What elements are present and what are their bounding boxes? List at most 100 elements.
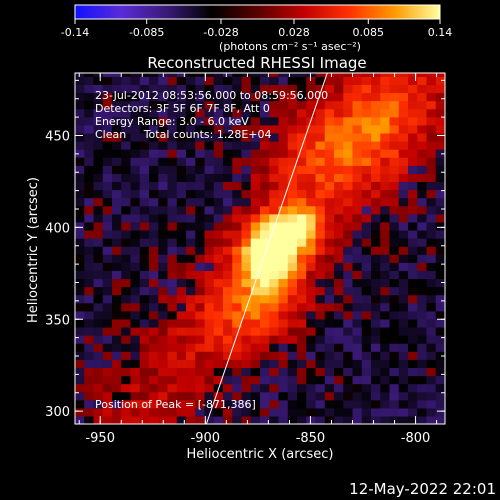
heatmap-cell	[417, 124, 428, 134]
heatmap-cell	[195, 335, 206, 344]
heatmap-cell	[186, 351, 196, 360]
heatmap-cell	[121, 310, 132, 320]
heatmap-cell	[195, 343, 206, 352]
heatmap-cell	[380, 415, 391, 424]
heatmap-cell	[343, 108, 354, 118]
heatmap-cell	[380, 359, 391, 368]
heatmap-cell	[426, 302, 437, 312]
heatmap-cell	[167, 221, 178, 231]
heatmap-cell	[306, 149, 317, 158]
heatmap-cell	[398, 205, 409, 215]
heatmap-cell	[371, 335, 381, 344]
heatmap-cell	[389, 108, 400, 118]
heatmap-cell	[121, 335, 132, 344]
heatmap-cell	[435, 213, 445, 223]
heatmap-cell	[93, 197, 104, 207]
heatmap-cell	[380, 100, 391, 110]
heatmap-cell	[445, 117, 455, 126]
heatmap-cell	[269, 173, 280, 183]
heatmap-cell	[287, 157, 298, 166]
heatmap-cell	[278, 318, 289, 328]
heatmap-cell	[306, 391, 317, 401]
heatmap-cell	[84, 399, 95, 409]
heatmap-cell	[84, 173, 95, 183]
heatmap-cell	[84, 318, 95, 328]
heatmap-cell	[204, 140, 215, 150]
heatmap-cell	[426, 391, 437, 401]
heatmap-cell	[334, 84, 344, 94]
heatmap-cell	[195, 310, 206, 320]
heatmap-cell	[435, 302, 445, 312]
heatmap-cell	[186, 205, 196, 215]
heatmap-cell	[435, 108, 445, 118]
colorbar-unit-label: (photons cm⁻² s⁻¹ asec⁻²)	[219, 40, 361, 53]
heatmap-cell	[102, 335, 113, 344]
heatmap-cell	[306, 132, 317, 142]
heatmap-cell	[195, 157, 206, 166]
heatmap-cell	[445, 416, 455, 425]
heatmap-cell	[398, 335, 409, 344]
heatmap-cell	[269, 399, 280, 409]
heatmap-cell	[167, 229, 178, 239]
heatmap-cell	[176, 238, 187, 247]
heatmap-cell	[167, 375, 178, 385]
heatmap-cell	[343, 310, 354, 320]
heatmap-cell	[352, 302, 363, 312]
heatmap-cell	[130, 157, 141, 166]
heatmap-cell	[398, 238, 409, 247]
heatmap-cell	[149, 262, 159, 271]
heatmap-cell	[121, 124, 132, 134]
heatmap-cell	[324, 221, 335, 231]
heatmap-cell	[84, 238, 95, 247]
heatmap-cell	[93, 108, 104, 118]
heatmap-cell	[417, 415, 428, 424]
heatmap-cell	[84, 229, 95, 239]
heatmap-cell	[306, 181, 317, 191]
heatmap-cell	[445, 262, 455, 271]
heatmap-cell	[380, 286, 391, 296]
heatmap-cell	[435, 318, 445, 328]
heatmap-cell	[130, 351, 141, 360]
heatmap-cell	[195, 84, 206, 94]
heatmap-cell	[93, 100, 104, 110]
heatmap-cell	[176, 149, 187, 158]
heatmap-cell	[389, 415, 400, 424]
heatmap-cell	[287, 399, 298, 409]
heatmap-cell	[389, 318, 400, 328]
heatmap-cell	[408, 318, 418, 328]
heatmap-cell	[306, 205, 317, 215]
heatmap-cell	[112, 278, 122, 288]
heatmap-cell	[232, 189, 243, 199]
heatmap-cell	[186, 73, 196, 77]
heatmap-cell	[297, 189, 307, 199]
heatmap-cell	[213, 262, 224, 271]
heatmap-cell	[158, 181, 169, 191]
heatmap-cell	[306, 335, 317, 344]
heatmap-cell	[250, 254, 261, 263]
heatmap-cell	[278, 197, 289, 207]
heatmap-cell	[260, 359, 270, 368]
heatmap-cell	[186, 116, 196, 126]
heatmap-cell	[167, 181, 178, 191]
heatmap-cell	[84, 262, 95, 271]
heatmap-cell	[167, 254, 178, 263]
heatmap-cell	[158, 84, 169, 94]
heatmap-cell	[371, 278, 381, 288]
heatmap-cell	[112, 181, 122, 191]
heatmap-cell	[139, 326, 150, 336]
heatmap-cell	[139, 310, 150, 320]
heatmap-cell	[93, 375, 104, 385]
heatmap-cell	[204, 157, 215, 166]
heatmap-cell	[167, 399, 178, 409]
heatmap-cell	[167, 92, 178, 102]
heatmap-cell	[241, 407, 252, 417]
heatmap-cell	[371, 165, 381, 174]
heatmap-cell	[250, 100, 261, 110]
heatmap-cell	[93, 149, 104, 158]
heatmap-cell	[445, 141, 455, 150]
heatmap-cell	[361, 132, 372, 142]
heatmap-cell	[167, 73, 178, 77]
heatmap-cell	[389, 132, 400, 142]
heatmap-cell	[149, 124, 159, 134]
heatmap-cell	[112, 351, 122, 360]
